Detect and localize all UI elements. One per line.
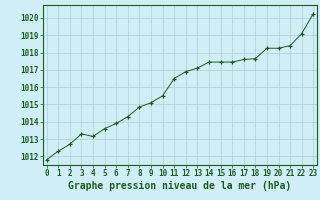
X-axis label: Graphe pression niveau de la mer (hPa): Graphe pression niveau de la mer (hPa) — [68, 181, 292, 191]
